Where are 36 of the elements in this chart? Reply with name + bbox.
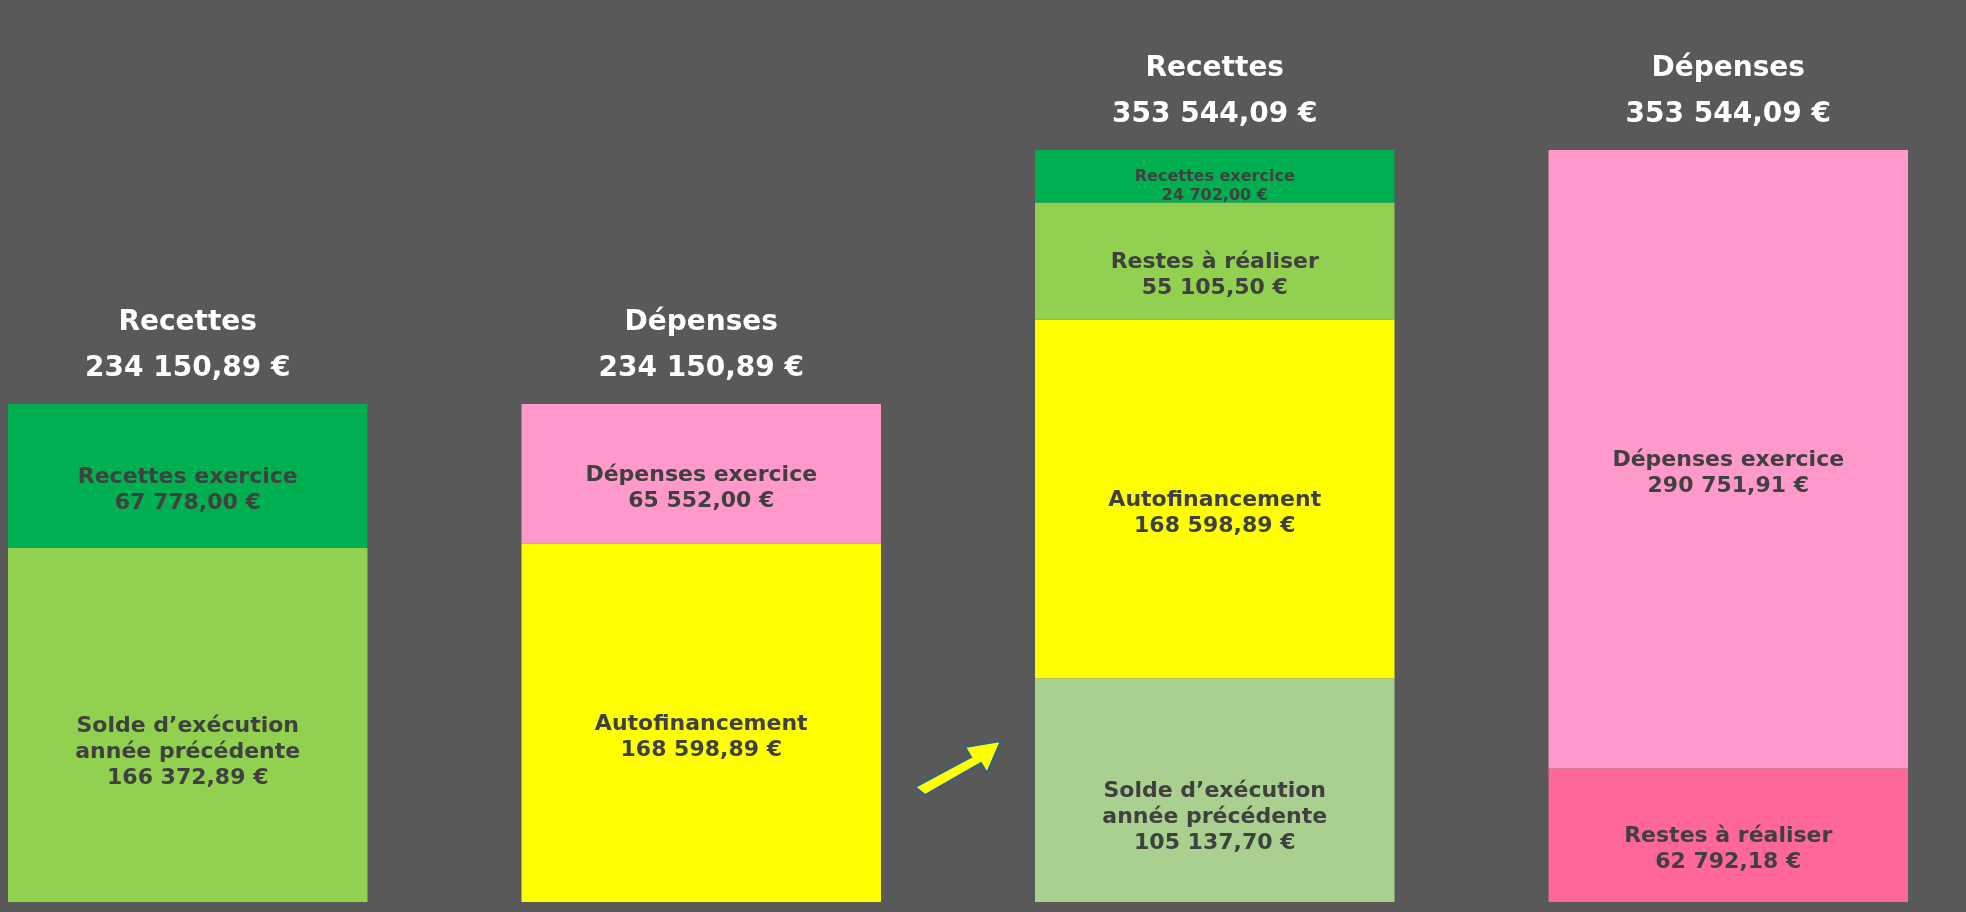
bar (521, 403, 881, 544)
text: Recettes exercice (77, 463, 298, 489)
data-label: 62 792,18 € (1655, 848, 1802, 874)
bar (521, 543, 881, 902)
text: Dépenses exercice (1612, 446, 1845, 472)
bar (1035, 150, 1395, 203)
data-label: 67 778,00 € (114, 489, 261, 515)
text: Autofinancement (594, 709, 808, 735)
data-label: 65 552,00 € (628, 486, 775, 512)
total-label: 234 150,89 € (598, 349, 804, 383)
data-label: 55 105,50 € (1141, 274, 1288, 300)
x-tick-label: Recettes (1145, 50, 1285, 83)
x-tick-label: Dépenses (624, 303, 779, 337)
data-label: 290 751,91 € (1647, 472, 1809, 498)
bar (1035, 678, 1395, 902)
total-label: 353 544,09 € (1112, 96, 1318, 129)
series-label: Dépenses exercice (585, 460, 818, 486)
bar (8, 403, 368, 549)
text: Restes à réaliser (1624, 822, 1833, 848)
total-label: 234 150,89 € (84, 349, 291, 383)
x-tick-label: Recettes (118, 303, 258, 337)
data-label: 166 372,89 € (107, 764, 269, 790)
bar (1548, 768, 1908, 902)
x-tick-label: Dépenses (1651, 50, 1806, 83)
data-label: 168 598,89 € (620, 735, 782, 761)
total-label: 353 544,09 € (1625, 96, 1832, 129)
bar (1548, 150, 1908, 769)
series-label: Restes à réaliser (1110, 248, 1320, 274)
series-label: Solde d’exécution année précédente (75, 712, 301, 764)
series-label: Recettes exercice (1134, 166, 1295, 186)
data-label: 168 598,89 € (1134, 512, 1296, 538)
data-label: 105 137,70 € (1134, 829, 1296, 855)
data-label: 24 702,00 € (1161, 185, 1268, 205)
bar (1035, 319, 1395, 679)
series-label: Autofinancement (1108, 486, 1322, 512)
text: Solde d’exécution année précédente (1102, 777, 1328, 829)
